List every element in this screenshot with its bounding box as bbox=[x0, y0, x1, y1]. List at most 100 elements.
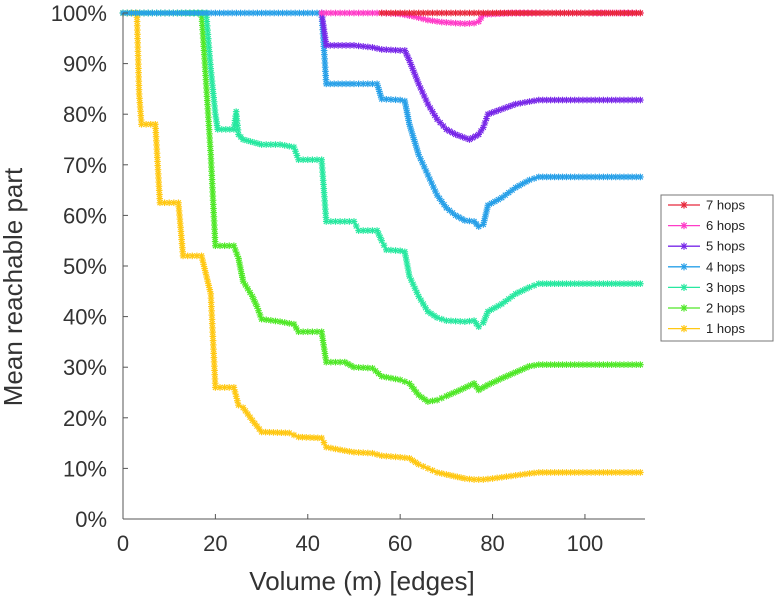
data-point bbox=[526, 362, 533, 370]
data-point bbox=[475, 131, 482, 138]
data-point bbox=[530, 469, 538, 477]
data-point bbox=[318, 328, 325, 336]
data-point bbox=[424, 398, 432, 405]
data-point bbox=[378, 373, 385, 380]
data-point bbox=[321, 201, 329, 209]
data-point bbox=[452, 19, 459, 27]
series-line bbox=[123, 12, 641, 403]
data-point bbox=[206, 286, 214, 293]
legend: 7 hops 6 hops 5 hops 4 hops 3 hops 2 hops 1 ho… bbox=[660, 194, 774, 342]
data-point bbox=[245, 9, 253, 17]
legend-marker bbox=[680, 222, 688, 230]
data-point bbox=[322, 354, 329, 362]
data-point bbox=[526, 98, 533, 105]
data-point bbox=[296, 9, 303, 17]
legend-label: 5 hops bbox=[706, 239, 746, 254]
data-point bbox=[387, 246, 395, 254]
x-tick-label: 0 bbox=[117, 531, 129, 556]
data-point bbox=[346, 218, 353, 225]
data-point bbox=[332, 9, 339, 17]
series-6-hops bbox=[318, 9, 644, 27]
data-point bbox=[341, 218, 349, 225]
data-point bbox=[332, 445, 339, 453]
data-point bbox=[318, 332, 326, 340]
data-point bbox=[327, 358, 335, 366]
data-point bbox=[295, 156, 302, 164]
legend-item: 6 hops bbox=[668, 218, 746, 233]
legend-item: 3 hops bbox=[668, 280, 746, 295]
data-point bbox=[341, 447, 349, 454]
data-point bbox=[275, 9, 282, 17]
y-tick-label: 60% bbox=[63, 203, 107, 228]
data-point bbox=[237, 9, 244, 17]
data-point bbox=[373, 45, 381, 52]
series-4-hops bbox=[119, 9, 644, 230]
data-point bbox=[350, 363, 358, 371]
data-point bbox=[258, 315, 265, 323]
data-point bbox=[501, 298, 509, 305]
data-point bbox=[461, 20, 469, 27]
data-point bbox=[144, 9, 152, 17]
data-point bbox=[452, 9, 459, 17]
data-point bbox=[429, 17, 436, 25]
data-point bbox=[419, 15, 427, 23]
x-tick-label: 40 bbox=[296, 531, 320, 556]
y-axis-title: Mean reachable part bbox=[0, 167, 28, 406]
data-point bbox=[292, 324, 300, 332]
data-point bbox=[207, 9, 215, 17]
data-point bbox=[232, 392, 240, 400]
series-5-hops bbox=[318, 9, 644, 143]
data-point bbox=[233, 112, 240, 120]
data-point bbox=[475, 323, 482, 331]
legend-item: 4 hops bbox=[668, 259, 746, 274]
data-point bbox=[383, 246, 390, 254]
data-point bbox=[489, 475, 496, 482]
data-point bbox=[300, 9, 307, 17]
data-point bbox=[239, 136, 247, 143]
legend-marker bbox=[680, 283, 688, 291]
data-point bbox=[466, 475, 473, 483]
data-point bbox=[322, 443, 330, 451]
data-point bbox=[521, 470, 529, 478]
data-point bbox=[477, 14, 485, 22]
data-point bbox=[396, 9, 404, 17]
data-point bbox=[355, 42, 362, 50]
legend-label: 7 hops bbox=[706, 198, 746, 213]
legend-box bbox=[660, 194, 774, 342]
data-point bbox=[290, 320, 298, 328]
data-point bbox=[332, 358, 339, 366]
data-point bbox=[304, 9, 312, 17]
data-point bbox=[262, 316, 270, 324]
data-point bbox=[286, 320, 293, 327]
data-point bbox=[142, 121, 150, 128]
data-point bbox=[498, 473, 506, 481]
data-point bbox=[637, 361, 644, 368]
data-point bbox=[267, 317, 275, 324]
data-point bbox=[321, 350, 329, 357]
data-point bbox=[230, 384, 238, 391]
data-point bbox=[475, 9, 482, 17]
y-tick-label: 0% bbox=[75, 507, 107, 532]
data-point bbox=[466, 20, 473, 27]
legend-label: 2 hops bbox=[706, 301, 746, 316]
data-point bbox=[204, 277, 211, 285]
data-point bbox=[378, 237, 385, 244]
data-point bbox=[322, 218, 330, 225]
data-point bbox=[507, 472, 515, 480]
data-point bbox=[369, 80, 376, 88]
data-point bbox=[429, 467, 436, 474]
data-point bbox=[272, 317, 279, 325]
data-point bbox=[461, 318, 469, 325]
data-point bbox=[637, 173, 644, 181]
data-point bbox=[231, 388, 239, 396]
data-point bbox=[208, 303, 215, 310]
data-point bbox=[244, 285, 252, 293]
legend-item: 7 hops bbox=[668, 198, 746, 213]
data-point bbox=[440, 201, 448, 208]
data-point bbox=[165, 9, 173, 17]
data-point bbox=[241, 9, 249, 17]
data-point bbox=[276, 318, 284, 325]
data-point bbox=[332, 218, 339, 225]
legend-marker bbox=[680, 242, 688, 250]
